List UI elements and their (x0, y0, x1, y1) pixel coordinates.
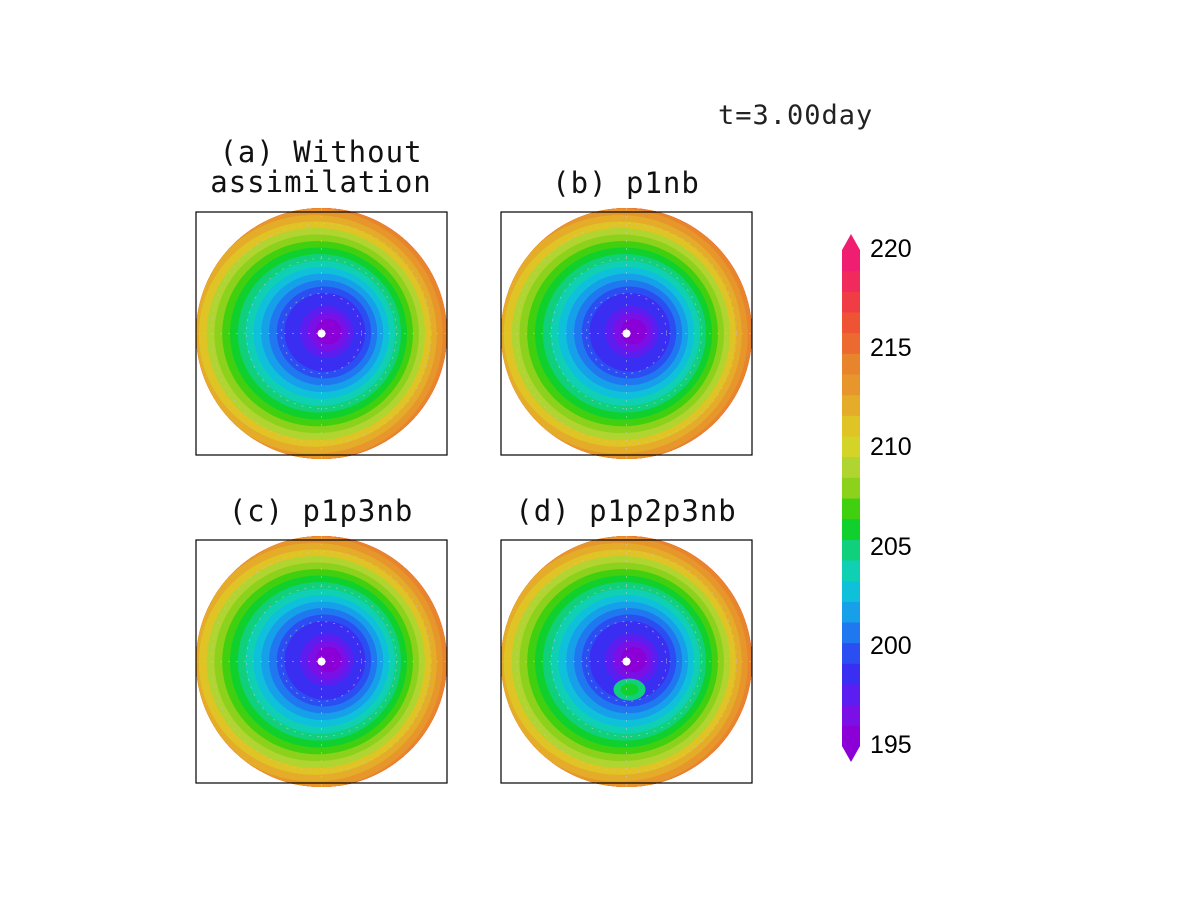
colorbar-extend-max (842, 234, 860, 250)
colorbar-segment (842, 374, 860, 396)
panel-d-graticule (501, 536, 752, 787)
latitude-circle (281, 621, 362, 702)
pole-marker (622, 657, 631, 666)
contour-band (620, 647, 647, 673)
colorbar-segment (842, 725, 860, 747)
panel-b-graticule (501, 208, 752, 459)
colorbar-segment (842, 456, 860, 478)
colorbar-segment (842, 332, 860, 354)
panel-a-field (196, 208, 447, 459)
colorbar-segment (842, 477, 860, 499)
latitude-circle (516, 223, 737, 444)
panel-d-field (501, 536, 752, 787)
colorbar-segment (842, 415, 860, 437)
panel-b-title: (b) p1nb (552, 166, 700, 200)
panel-c-field (196, 536, 447, 787)
colorbar-segment (842, 601, 860, 623)
colorbar-segment (842, 642, 860, 664)
colorbar-tick-label: 195 (870, 731, 912, 759)
pole-marker (317, 329, 326, 338)
colorbar-segment (842, 560, 860, 582)
panel-c (195, 536, 448, 787)
panel-d-title: (d) p1p2p3nb (515, 494, 737, 528)
latitude-circle (516, 551, 737, 772)
panel-d (500, 536, 753, 787)
colorbar-segment (842, 291, 860, 313)
panel-d-frame (500, 539, 753, 784)
colorbar-segment (842, 498, 860, 520)
colorbar-segment (842, 622, 860, 644)
latitude-circle (211, 551, 432, 772)
latitude-circle (211, 223, 432, 444)
panel-a-title: (a) Without assimilation (195, 137, 447, 197)
pole-marker (622, 329, 631, 338)
colorbar-segment (842, 270, 860, 292)
pole-marker (317, 657, 326, 666)
panel-a-graticule (196, 208, 447, 459)
colorbar-segment (842, 353, 860, 375)
colorbar-tick-label: 210 (870, 433, 912, 462)
panel-a-frame (195, 211, 448, 456)
colorbar-segment (842, 518, 860, 540)
panel-c-frame (195, 539, 448, 784)
contour-band (315, 319, 342, 345)
panel-a (195, 208, 448, 459)
colorbar-segment (842, 250, 860, 272)
colorbar-segment (842, 704, 860, 726)
colorbar-segment (842, 394, 860, 416)
colorbar-tick-label: 200 (870, 631, 912, 660)
colorbar-tick-label: 215 (870, 334, 912, 363)
colorbar-segment (842, 684, 860, 706)
latitude-circle (586, 293, 667, 374)
colorbar-segment (842, 312, 860, 334)
colorbar-segment (842, 539, 860, 561)
panel-a-title-line1: (a) Without (219, 135, 423, 169)
contour-band (315, 647, 342, 673)
panel-a-title-line2: assimilation (210, 165, 432, 199)
colorbar-tick-label: 205 (870, 532, 912, 561)
latitude-circle (281, 293, 362, 374)
time-label: t=3.00day (718, 100, 874, 131)
panel-b-frame (500, 211, 753, 456)
panel-b (500, 208, 753, 459)
anomaly-blob-core (620, 683, 639, 696)
contour-band (620, 319, 647, 345)
colorbar-segment (842, 436, 860, 458)
panel-b-field (501, 208, 752, 459)
panel-c-title: (c) p1p3nb (228, 494, 414, 528)
colorbar-segment (842, 663, 860, 685)
panel-c-graticule (196, 536, 447, 787)
colorbar (842, 234, 860, 762)
colorbar-tick-label: 220 (870, 235, 912, 263)
colorbar-extend-min (842, 746, 860, 762)
latitude-circle (586, 621, 667, 702)
colorbar-segment (842, 580, 860, 602)
